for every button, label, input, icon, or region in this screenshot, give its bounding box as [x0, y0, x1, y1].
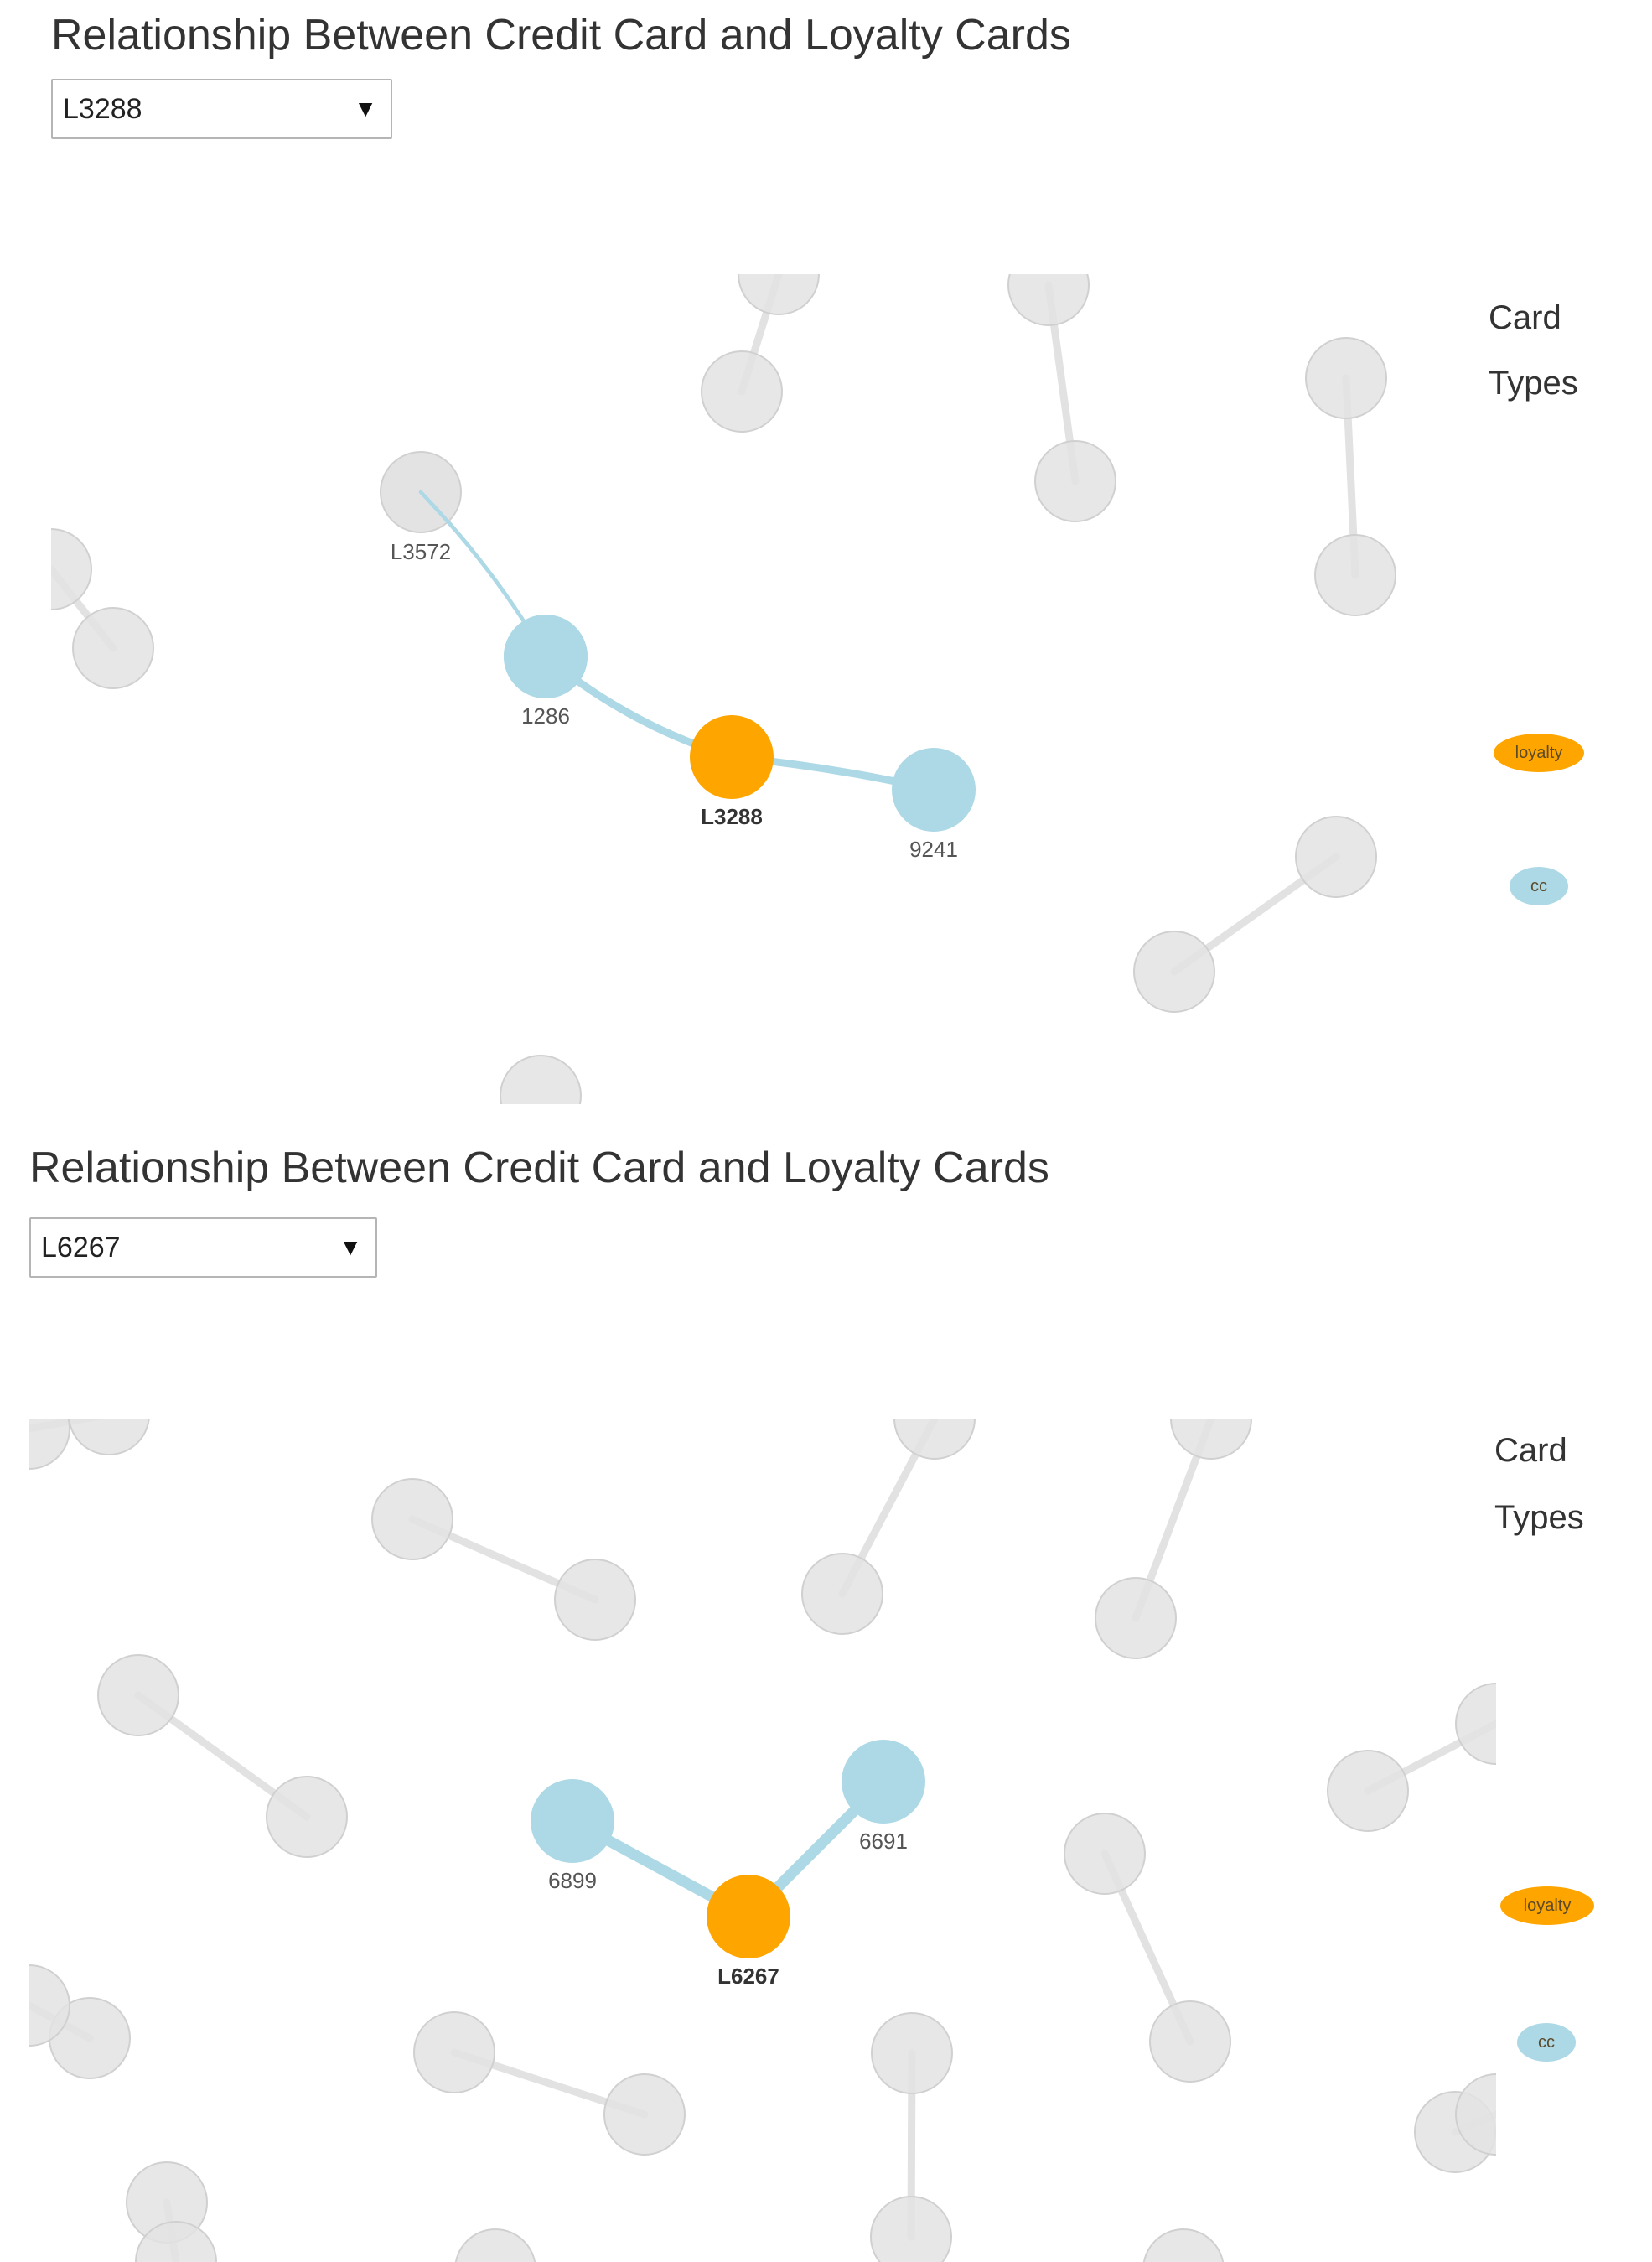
faded-node [1034, 440, 1116, 522]
faded-node [72, 607, 154, 689]
node-6899 [531, 1779, 614, 1863]
node-label-1286: 1286 [521, 703, 570, 729]
faded-node [1007, 274, 1090, 326]
faded-node [603, 2073, 686, 2156]
faded-node [454, 2228, 536, 2262]
node-label-L3572: L3572 [391, 539, 451, 564]
focus-node-L3288 [690, 715, 774, 799]
network-graph: L6267 6899 6691 [29, 1419, 1496, 2262]
legend-title: Card Types [1494, 1432, 1584, 1536]
faded-node [1170, 1419, 1252, 1460]
node-label-L6267: L6267 [717, 1964, 779, 1989]
card-select-dropdown[interactable]: L3288 ▼ [51, 79, 392, 139]
faded-node [29, 1964, 70, 2047]
faded-node [1314, 534, 1396, 616]
legend-loyalty-badge: loyalty [1500, 1886, 1594, 1925]
faded-node [554, 1559, 636, 1641]
focus-node-L6267 [707, 1875, 790, 1958]
faded-node [97, 1654, 179, 1736]
faded-node [29, 1419, 70, 1470]
node-label-L3288: L3288 [701, 804, 763, 829]
legend-cc-badge: cc [1510, 867, 1568, 905]
faded-node [871, 2012, 953, 2094]
faded-node [500, 1055, 582, 1104]
faded-node [1149, 2000, 1231, 2083]
node-label-9241: 9241 [909, 837, 958, 862]
faded-node [1142, 2228, 1225, 2262]
link-layer [418, 490, 938, 794]
node-9241 [892, 748, 976, 832]
faded-node [1305, 337, 1387, 419]
faded-node [701, 350, 783, 433]
network-panel-1: Relationship Between Credit Card and Loy… [0, 0, 1652, 1115]
faded-node [1295, 816, 1377, 898]
faded-node [371, 1478, 453, 1560]
faded-node [738, 274, 820, 315]
faded-node [1095, 1577, 1177, 1659]
node-label-6899: 6899 [548, 1868, 597, 1893]
faded-node [413, 2011, 495, 2093]
panel-title: Relationship Between Credit Card and Loy… [29, 1144, 1049, 1192]
faded-node [68, 1419, 150, 1455]
background-graph [51, 274, 1396, 1104]
faded-node [801, 1553, 883, 1635]
faded-node [1133, 931, 1215, 1013]
legend-loyalty-badge: loyalty [1494, 734, 1584, 772]
chevron-down-icon: ▼ [339, 1234, 362, 1260]
faded-node [266, 1776, 348, 1858]
selected-card-value: L6267 [41, 1232, 121, 1263]
legend-cc-badge: cc [1517, 2023, 1576, 2062]
selected-card-value: L3288 [63, 93, 142, 125]
background-graph [29, 1419, 1496, 2262]
node-layer: L3288 1286 9241 L3572 [380, 451, 976, 862]
faded-node [1064, 1813, 1146, 1895]
faded-node [1327, 1750, 1409, 1832]
node-layer: L6267 6899 6691 [531, 1740, 925, 1989]
node-label-6691: 6691 [859, 1829, 908, 1854]
faded-node [135, 2221, 217, 2262]
panel-title: Relationship Between Credit Card and Loy… [51, 11, 1071, 60]
legend-title: Card Types [1489, 299, 1578, 402]
faded-node [51, 528, 92, 610]
faded-node [1455, 2073, 1496, 2156]
chevron-down-icon: ▼ [354, 96, 377, 122]
node-6691 [842, 1740, 925, 1824]
faded-node [1455, 1683, 1496, 1765]
card-select-dropdown[interactable]: L6267 ▼ [29, 1217, 377, 1278]
network-panel-2: Relationship Between Credit Card and Loy… [0, 1115, 1652, 2262]
network-graph: L3288 1286 9241 L3572 [51, 274, 1396, 1104]
faded-node [870, 2196, 952, 2262]
node-1286-overlay [504, 615, 588, 698]
faded-node [893, 1419, 976, 1460]
